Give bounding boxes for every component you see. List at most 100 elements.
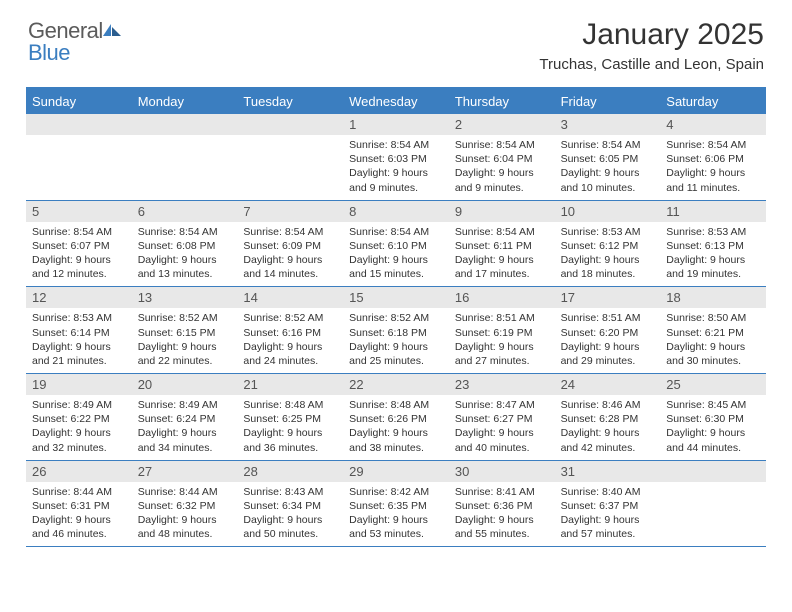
day-details <box>132 135 238 143</box>
date-number: 22 <box>343 374 449 395</box>
daylight-text: Daylight: 9 hours and 15 minutes. <box>349 253 443 281</box>
day-cell: 1Sunrise: 8:54 AMSunset: 6:03 PMDaylight… <box>343 114 449 200</box>
date-number: 21 <box>237 374 343 395</box>
day-cell: 9Sunrise: 8:54 AMSunset: 6:11 PMDaylight… <box>449 201 555 287</box>
day-cell <box>237 114 343 200</box>
sunset-text: Sunset: 6:11 PM <box>455 239 549 253</box>
sunrise-text: Sunrise: 8:53 AM <box>666 225 760 239</box>
page-header: General Blue January 2025 Truchas, Casti… <box>0 0 792 79</box>
day-cell: 15Sunrise: 8:52 AMSunset: 6:18 PMDayligh… <box>343 287 449 373</box>
day-cell: 23Sunrise: 8:47 AMSunset: 6:27 PMDayligh… <box>449 374 555 460</box>
daylight-text: Daylight: 9 hours and 14 minutes. <box>243 253 337 281</box>
sunrise-text: Sunrise: 8:52 AM <box>349 311 443 325</box>
day-cell: 3Sunrise: 8:54 AMSunset: 6:05 PMDaylight… <box>555 114 661 200</box>
sunset-text: Sunset: 6:31 PM <box>32 499 126 513</box>
sunrise-text: Sunrise: 8:44 AM <box>32 485 126 499</box>
day-details: Sunrise: 8:54 AMSunset: 6:05 PMDaylight:… <box>555 135 661 200</box>
sunrise-text: Sunrise: 8:45 AM <box>666 398 760 412</box>
sunrise-text: Sunrise: 8:40 AM <box>561 485 655 499</box>
day-cell: 18Sunrise: 8:50 AMSunset: 6:21 PMDayligh… <box>660 287 766 373</box>
day-details: Sunrise: 8:41 AMSunset: 6:36 PMDaylight:… <box>449 482 555 547</box>
day-details: Sunrise: 8:52 AMSunset: 6:15 PMDaylight:… <box>132 308 238 373</box>
sunrise-text: Sunrise: 8:53 AM <box>561 225 655 239</box>
day-cell <box>26 114 132 200</box>
sunset-text: Sunset: 6:20 PM <box>561 326 655 340</box>
day-cell: 16Sunrise: 8:51 AMSunset: 6:19 PMDayligh… <box>449 287 555 373</box>
day-header-cell: Sunday <box>26 89 132 114</box>
daylight-text: Daylight: 9 hours and 53 minutes. <box>349 513 443 541</box>
sunrise-text: Sunrise: 8:49 AM <box>138 398 232 412</box>
date-number: 9 <box>449 201 555 222</box>
day-details: Sunrise: 8:42 AMSunset: 6:35 PMDaylight:… <box>343 482 449 547</box>
day-cell: 2Sunrise: 8:54 AMSunset: 6:04 PMDaylight… <box>449 114 555 200</box>
sunset-text: Sunset: 6:05 PM <box>561 152 655 166</box>
week-row: 19 Sunrise: 8:49 AM Sunset: 6:22 PM Dayligh… <box>26 374 766 461</box>
daylight-text: Daylight: 9 hours and 18 minutes. <box>561 253 655 281</box>
daylight-text: Daylight: 9 hours and 38 minutes. <box>349 426 443 454</box>
day-details: Sunrise: 8:40 AMSunset: 6:37 PMDaylight:… <box>555 482 661 547</box>
sunrise-text: Sunrise: 8:54 AM <box>561 138 655 152</box>
day-cell: 17Sunrise: 8:51 AMSunset: 6:20 PMDayligh… <box>555 287 661 373</box>
week-row: 26Sunrise: 8:44 AMSunset: 6:31 PMDayligh… <box>26 461 766 548</box>
daylight-text: Daylight: 9 hours and 44 minutes. <box>666 426 760 454</box>
sunset-text: Sunset: 6:22 PM <box>32 412 126 426</box>
day-details: Sunrise: 8:54 AMSunset: 6:09 PMDaylight:… <box>237 222 343 287</box>
date-number: 5 <box>26 201 132 222</box>
date-number: 19 <box>26 374 132 395</box>
day-cell: 30Sunrise: 8:41 AMSunset: 6:36 PMDayligh… <box>449 461 555 547</box>
logo-word2: Blue <box>28 40 70 65</box>
sunset-text: Sunset: 6:07 PM <box>32 239 126 253</box>
sunset-text: Sunset: 6:03 PM <box>349 152 443 166</box>
day-cell: 20Sunrise: 8:49 AMSunset: 6:24 PMDayligh… <box>132 374 238 460</box>
sunset-text: Sunset: 6:24 PM <box>138 412 232 426</box>
day-cell: 26Sunrise: 8:44 AMSunset: 6:31 PMDayligh… <box>26 461 132 547</box>
day-cell: 22Sunrise: 8:48 AMSunset: 6:26 PMDayligh… <box>343 374 449 460</box>
sunset-text: Sunset: 6:28 PM <box>561 412 655 426</box>
date-number: 7 <box>237 201 343 222</box>
location-text: Truchas, Castille and Leon, Spain <box>539 56 764 73</box>
sunrise-text: Sunrise: 8:46 AM <box>561 398 655 412</box>
day-details <box>660 482 766 490</box>
sunset-text: Sunset: 6:26 PM <box>349 412 443 426</box>
sunrise-text: Sunrise: 8:54 AM <box>138 225 232 239</box>
sunrise-text: Sunrise: 8:41 AM <box>455 485 549 499</box>
day-cell: 19Sunrise: 8:49 AMSunset: 6:22 PMDayligh… <box>26 374 132 460</box>
day-header-cell: Friday <box>555 89 661 114</box>
day-details: Sunrise: 8:51 AMSunset: 6:20 PMDaylight:… <box>555 308 661 373</box>
sunset-text: Sunset: 6:10 PM <box>349 239 443 253</box>
week-row: 5Sunrise: 8:54 AMSunset: 6:07 PMDaylight… <box>26 201 766 288</box>
daylight-text: Daylight: 9 hours and 25 minutes. <box>349 340 443 368</box>
day-details: Sunrise: 8:48 AMSunset: 6:25 PMDaylight:… <box>237 395 343 460</box>
daylight-text: Daylight: 9 hours and 29 minutes. <box>561 340 655 368</box>
day-cell: 5Sunrise: 8:54 AMSunset: 6:07 PMDaylight… <box>26 201 132 287</box>
daylight-text: Daylight: 9 hours and 42 minutes. <box>561 426 655 454</box>
daylight-text: Daylight: 9 hours and 13 minutes. <box>138 253 232 281</box>
day-cell: 21Sunrise: 8:48 AMSunset: 6:25 PMDayligh… <box>237 374 343 460</box>
sunset-text: Sunset: 6:37 PM <box>561 499 655 513</box>
day-details: Sunrise: 8:52 AMSunset: 6:18 PMDaylight:… <box>343 308 449 373</box>
date-number: 11 <box>660 201 766 222</box>
sunrise-text: Sunrise: 8:54 AM <box>32 225 126 239</box>
day-cell: 14Sunrise: 8:52 AMSunset: 6:16 PMDayligh… <box>237 287 343 373</box>
date-number: 27 <box>132 461 238 482</box>
day-cell: 4Sunrise: 8:54 AMSunset: 6:06 PMDaylight… <box>660 114 766 200</box>
day-details <box>26 135 132 143</box>
daylight-text: Daylight: 9 hours and 9 minutes. <box>349 166 443 194</box>
date-number: 10 <box>555 201 661 222</box>
date-number: 4 <box>660 114 766 135</box>
day-header-row: Sunday Monday Tuesday Wednesday Thursday… <box>26 89 766 114</box>
sunset-text: Sunset: 6:16 PM <box>243 326 337 340</box>
day-cell: 10Sunrise: 8:53 AMSunset: 6:12 PMDayligh… <box>555 201 661 287</box>
sunset-text: Sunset: 6:27 PM <box>455 412 549 426</box>
day-cell: 29Sunrise: 8:42 AMSunset: 6:35 PMDayligh… <box>343 461 449 547</box>
day-details: Sunrise: 8:54 AMSunset: 6:06 PMDaylight:… <box>660 135 766 200</box>
sunrise-text: Sunrise: 8:54 AM <box>243 225 337 239</box>
sunset-text: Sunset: 6:15 PM <box>138 326 232 340</box>
day-header-cell: Wednesday <box>343 89 449 114</box>
day-details: Sunrise: 8:51 AMSunset: 6:19 PMDaylight:… <box>449 308 555 373</box>
day-cell: 7Sunrise: 8:54 AMSunset: 6:09 PMDaylight… <box>237 201 343 287</box>
date-number <box>26 114 132 135</box>
day-details <box>237 135 343 143</box>
date-number <box>660 461 766 482</box>
day-details: Sunrise: 8:44 AMSunset: 6:32 PMDaylight:… <box>132 482 238 547</box>
